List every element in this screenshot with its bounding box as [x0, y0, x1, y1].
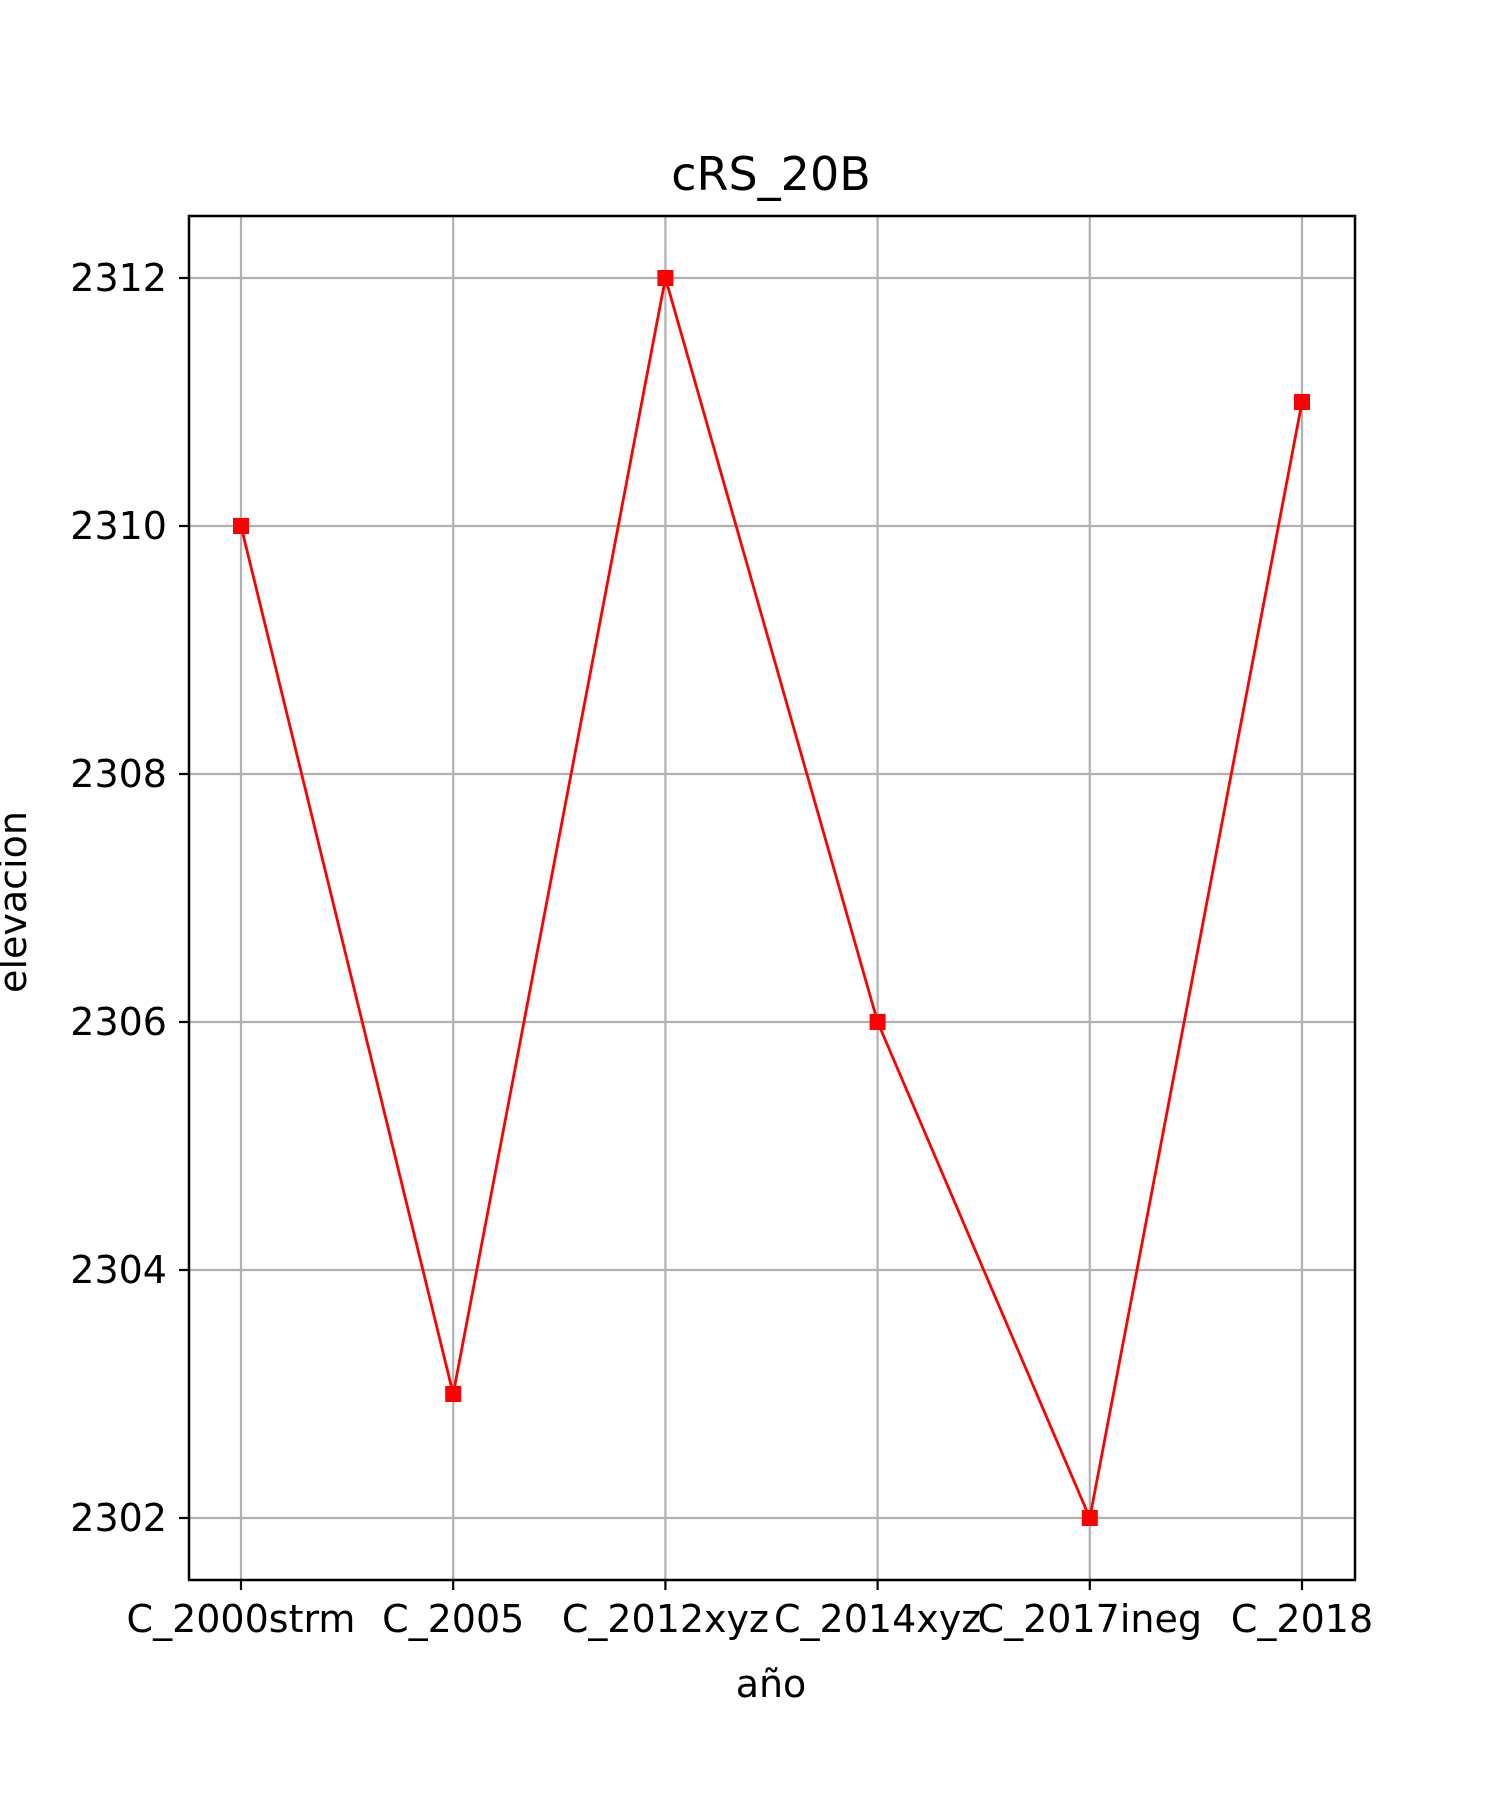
series-group [233, 270, 1310, 1526]
x-tick-label: C_2017ineg [978, 1597, 1202, 1641]
y-tick-label: 2302 [70, 1496, 167, 1540]
y-tick-label: 2308 [70, 752, 167, 796]
y-tick-label: 2312 [70, 256, 167, 300]
series-line [239, 277, 1304, 1523]
data-point [657, 270, 674, 286]
x-tick-label: C_2018 [1231, 1597, 1373, 1641]
data-point [1081, 1510, 1098, 1526]
plot-frame [187, 214, 1357, 1582]
x-axis-label: año [736, 1662, 807, 1706]
data-point [445, 1386, 462, 1402]
y-tick-label: 2310 [70, 504, 167, 548]
y-tick-label: 2306 [70, 1000, 167, 1044]
chart-title: cRS_20B [671, 147, 871, 201]
y-tick-label: 2304 [70, 1248, 167, 1292]
x-tick-label: C_2005 [382, 1597, 524, 1641]
x-tick-label: C_2012xyz [562, 1597, 769, 1641]
x-tick-label: C_2000strm [127, 1597, 356, 1641]
data-point [233, 518, 249, 534]
data-point [1294, 394, 1310, 410]
data-point [869, 1014, 886, 1030]
y-axis-label: elevacion [0, 811, 35, 993]
x-tick-label: C_2014xyz [774, 1597, 981, 1641]
ticks: C_2000strm C_2005 C_2012xyz C_2014xyzC_2017… [70, 256, 1373, 1641]
grid [189, 216, 1355, 1580]
